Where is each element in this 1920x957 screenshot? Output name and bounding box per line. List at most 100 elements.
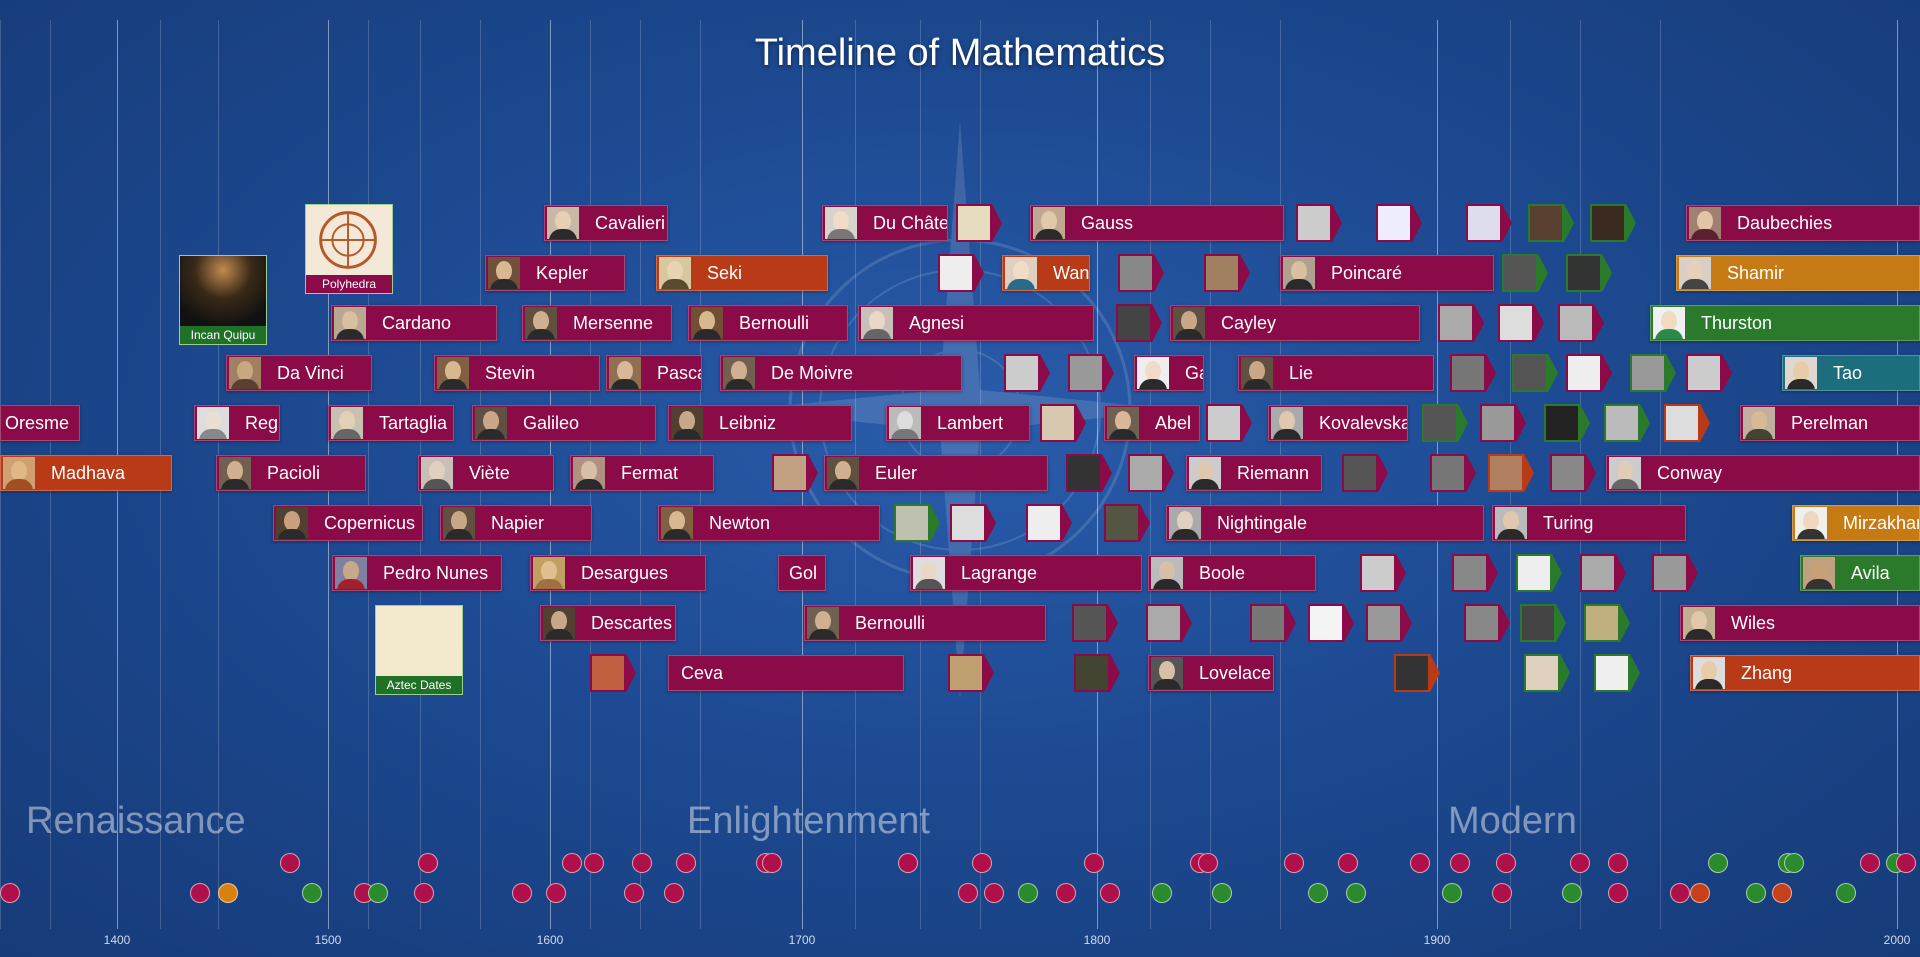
event-dot[interactable] bbox=[1562, 883, 1582, 903]
thumbnail-incan-quipu[interactable]: Incan Quipu bbox=[179, 255, 267, 345]
event-dot[interactable] bbox=[218, 883, 238, 903]
person-bar-poincare[interactable]: Poincaré bbox=[1280, 255, 1494, 291]
person-bar-copernicus[interactable]: Copernicus bbox=[273, 505, 423, 541]
person-bar-kepler[interactable]: Kepler bbox=[485, 255, 625, 291]
person-tag[interactable] bbox=[1550, 454, 1596, 492]
event-dot[interactable] bbox=[1338, 853, 1358, 873]
person-tag[interactable] bbox=[1466, 204, 1512, 242]
event-dot[interactable] bbox=[676, 853, 696, 873]
person-tag[interactable] bbox=[1394, 654, 1440, 692]
event-dot[interactable] bbox=[1450, 853, 1470, 873]
event-dot[interactable] bbox=[1018, 883, 1038, 903]
person-tag[interactable] bbox=[948, 654, 994, 692]
event-dot[interactable] bbox=[1708, 853, 1728, 873]
person-bar-madhava[interactable]: Madhava bbox=[0, 455, 172, 491]
event-dot[interactable] bbox=[1496, 853, 1516, 873]
person-bar-agnesi[interactable]: Agnesi bbox=[858, 305, 1094, 341]
person-bar-lovelace[interactable]: Lovelace bbox=[1148, 655, 1274, 691]
event-dot[interactable] bbox=[898, 853, 918, 873]
person-bar-oresme[interactable]: Oresme bbox=[0, 405, 80, 441]
person-bar-viete[interactable]: Viète bbox=[418, 455, 554, 491]
event-dot[interactable] bbox=[1570, 853, 1590, 873]
person-tag[interactable] bbox=[1604, 404, 1650, 442]
person-tag[interactable] bbox=[1590, 204, 1636, 242]
thumbnail-aztec-dates[interactable]: Aztec Dates bbox=[375, 605, 463, 695]
person-bar-nightingale[interactable]: Nightingale bbox=[1166, 505, 1484, 541]
event-dot[interactable] bbox=[664, 883, 684, 903]
person-tag[interactable] bbox=[1664, 404, 1710, 442]
event-dot[interactable] bbox=[1212, 883, 1232, 903]
event-dot[interactable] bbox=[414, 883, 434, 903]
person-tag[interactable] bbox=[1452, 554, 1498, 592]
person-tag[interactable] bbox=[1584, 604, 1630, 642]
person-tag[interactable] bbox=[1040, 404, 1086, 442]
person-bar-regiomontanus[interactable]: Regic bbox=[194, 405, 280, 441]
event-dot[interactable] bbox=[562, 853, 582, 873]
person-tag[interactable] bbox=[1528, 204, 1574, 242]
person-tag[interactable] bbox=[1296, 204, 1342, 242]
person-bar-daubechies[interactable]: Daubechies bbox=[1686, 205, 1920, 241]
person-tag[interactable] bbox=[772, 454, 818, 492]
person-bar-gauss[interactable]: Gauss bbox=[1030, 205, 1284, 241]
person-bar-avila[interactable]: Avila bbox=[1800, 555, 1920, 591]
person-tag[interactable] bbox=[1422, 404, 1468, 442]
person-tag[interactable] bbox=[1566, 354, 1612, 392]
person-tag[interactable] bbox=[1360, 554, 1406, 592]
person-tag[interactable] bbox=[1026, 504, 1072, 542]
person-tag[interactable] bbox=[1516, 554, 1562, 592]
person-bar-gal[interactable]: Gal bbox=[1134, 355, 1204, 391]
person-bar-pacioli[interactable]: Pacioli bbox=[216, 455, 366, 491]
person-bar-abel[interactable]: Abel bbox=[1104, 405, 1200, 441]
person-tag[interactable] bbox=[1464, 604, 1510, 642]
person-bar-zhang[interactable]: Zhang bbox=[1690, 655, 1920, 691]
person-bar-conway[interactable]: Conway bbox=[1606, 455, 1920, 491]
event-dot[interactable] bbox=[1836, 883, 1856, 903]
event-dot[interactable] bbox=[972, 853, 992, 873]
person-bar-goldbach[interactable]: Gol bbox=[778, 555, 826, 591]
event-dot[interactable] bbox=[190, 883, 210, 903]
person-bar-leibniz[interactable]: Leibniz bbox=[668, 405, 852, 441]
person-bar-fermat[interactable]: Fermat bbox=[570, 455, 714, 491]
event-dot[interactable] bbox=[762, 853, 782, 873]
person-bar-pascal[interactable]: Pascal bbox=[606, 355, 702, 391]
person-tag[interactable] bbox=[1566, 254, 1612, 292]
person-bar-newton[interactable]: Newton bbox=[658, 505, 880, 541]
person-tag[interactable] bbox=[1488, 454, 1534, 492]
person-bar-cavalieri[interactable]: Cavalieri bbox=[544, 205, 668, 241]
person-bar-da-vinci[interactable]: Da Vinci bbox=[226, 355, 372, 391]
person-bar-mersenne[interactable]: Mersenne bbox=[522, 305, 672, 341]
person-bar-bernoulli-2[interactable]: Bernoulli bbox=[804, 605, 1046, 641]
event-dot[interactable] bbox=[512, 883, 532, 903]
event-dot[interactable] bbox=[1308, 883, 1328, 903]
person-tag[interactable] bbox=[1116, 304, 1162, 342]
event-dot[interactable] bbox=[0, 883, 20, 903]
person-tag[interactable] bbox=[1580, 554, 1626, 592]
person-bar-tao[interactable]: Tao bbox=[1782, 355, 1920, 391]
person-bar-tartaglia[interactable]: Tartaglia bbox=[328, 405, 454, 441]
person-tag[interactable] bbox=[956, 204, 1002, 242]
person-bar-galileo[interactable]: Galileo bbox=[472, 405, 656, 441]
event-dot[interactable] bbox=[584, 853, 604, 873]
person-tag[interactable] bbox=[1128, 454, 1174, 492]
person-tag[interactable] bbox=[1342, 454, 1388, 492]
person-bar-boole[interactable]: Boole bbox=[1148, 555, 1316, 591]
person-tag[interactable] bbox=[894, 504, 940, 542]
person-tag[interactable] bbox=[1376, 204, 1422, 242]
person-tag[interactable] bbox=[1544, 404, 1590, 442]
person-tag[interactable] bbox=[1498, 304, 1544, 342]
person-tag[interactable] bbox=[1250, 604, 1296, 642]
event-dot[interactable] bbox=[1608, 853, 1628, 873]
person-tag[interactable] bbox=[950, 504, 996, 542]
person-tag[interactable] bbox=[1524, 654, 1570, 692]
event-dot[interactable] bbox=[280, 853, 300, 873]
person-bar-seki[interactable]: Seki bbox=[656, 255, 828, 291]
event-dot[interactable] bbox=[302, 883, 322, 903]
event-dot[interactable] bbox=[1410, 853, 1430, 873]
person-bar-cardano[interactable]: Cardano bbox=[331, 305, 497, 341]
person-bar-mirzakhani[interactable]: Mirzakhani bbox=[1792, 505, 1920, 541]
event-dot[interactable] bbox=[632, 853, 652, 873]
event-dot[interactable] bbox=[1492, 883, 1512, 903]
person-bar-wang[interactable]: Wang bbox=[1002, 255, 1090, 291]
event-dot[interactable] bbox=[1784, 853, 1804, 873]
person-bar-de-moivre[interactable]: De Moivre bbox=[720, 355, 962, 391]
